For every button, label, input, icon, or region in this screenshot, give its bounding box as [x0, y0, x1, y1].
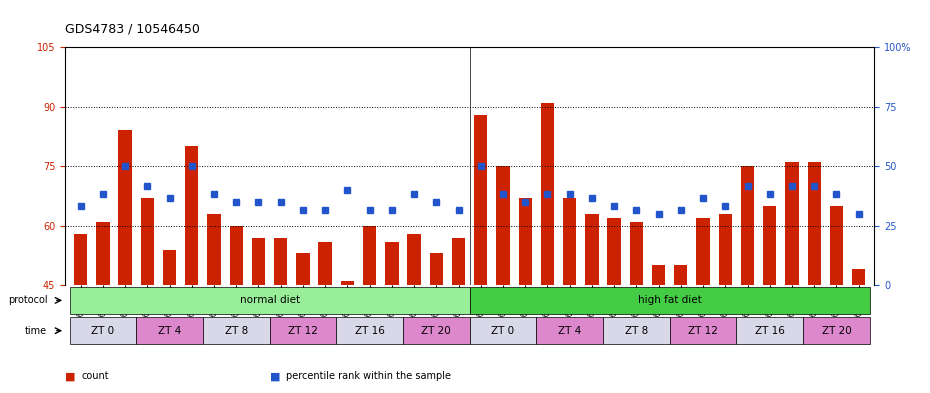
Bar: [630, 222, 643, 285]
Bar: [540, 103, 554, 285]
Bar: [785, 162, 799, 285]
FancyBboxPatch shape: [804, 317, 870, 344]
Bar: [674, 265, 687, 285]
Bar: [274, 238, 287, 285]
Bar: [385, 242, 399, 285]
Text: high fat diet: high fat diet: [638, 296, 701, 305]
Bar: [185, 146, 198, 285]
Text: ZT 8: ZT 8: [625, 326, 648, 336]
Bar: [318, 242, 332, 285]
Bar: [252, 238, 265, 285]
Bar: [118, 130, 132, 285]
Text: ZT 12: ZT 12: [288, 326, 318, 336]
Text: ■: ■: [65, 371, 75, 381]
Text: ZT 4: ZT 4: [558, 326, 581, 336]
Bar: [452, 238, 465, 285]
FancyBboxPatch shape: [403, 317, 470, 344]
Text: ZT 0: ZT 0: [491, 326, 514, 336]
Text: ZT 16: ZT 16: [354, 326, 385, 336]
Bar: [607, 218, 621, 285]
Text: ZT 0: ZT 0: [91, 326, 114, 336]
Text: ZT 12: ZT 12: [688, 326, 718, 336]
FancyBboxPatch shape: [136, 317, 203, 344]
Bar: [74, 234, 87, 285]
Bar: [852, 269, 865, 285]
Bar: [519, 198, 532, 285]
Bar: [163, 250, 177, 285]
Bar: [719, 214, 732, 285]
Text: ZT 4: ZT 4: [158, 326, 181, 336]
FancyBboxPatch shape: [203, 317, 270, 344]
Bar: [741, 166, 754, 285]
Text: ZT 16: ZT 16: [755, 326, 785, 336]
Text: ZT 20: ZT 20: [821, 326, 851, 336]
Text: protocol: protocol: [7, 296, 47, 305]
Bar: [207, 214, 220, 285]
FancyBboxPatch shape: [337, 317, 403, 344]
FancyBboxPatch shape: [470, 317, 537, 344]
Text: normal diet: normal diet: [240, 296, 299, 305]
Text: ■: ■: [270, 371, 280, 381]
FancyBboxPatch shape: [603, 317, 670, 344]
Text: percentile rank within the sample: percentile rank within the sample: [286, 371, 451, 381]
FancyBboxPatch shape: [70, 317, 136, 344]
Bar: [497, 166, 510, 285]
Bar: [96, 222, 110, 285]
Bar: [474, 115, 487, 285]
FancyBboxPatch shape: [670, 317, 737, 344]
Text: count: count: [82, 371, 110, 381]
Text: GDS4783 / 10546450: GDS4783 / 10546450: [65, 22, 200, 35]
Bar: [563, 198, 577, 285]
Bar: [697, 218, 710, 285]
Bar: [363, 226, 377, 285]
Text: ZT 8: ZT 8: [225, 326, 248, 336]
FancyBboxPatch shape: [737, 317, 804, 344]
FancyBboxPatch shape: [470, 287, 870, 314]
Bar: [230, 226, 243, 285]
Bar: [140, 198, 154, 285]
FancyBboxPatch shape: [270, 317, 337, 344]
Bar: [763, 206, 777, 285]
Bar: [297, 253, 310, 285]
Bar: [807, 162, 821, 285]
Text: ZT 20: ZT 20: [421, 326, 451, 336]
Bar: [407, 234, 420, 285]
FancyBboxPatch shape: [537, 317, 603, 344]
Bar: [652, 265, 665, 285]
Text: time: time: [25, 326, 47, 336]
Bar: [430, 253, 443, 285]
FancyBboxPatch shape: [70, 287, 470, 314]
Bar: [830, 206, 844, 285]
Bar: [340, 281, 354, 285]
Bar: [585, 214, 599, 285]
